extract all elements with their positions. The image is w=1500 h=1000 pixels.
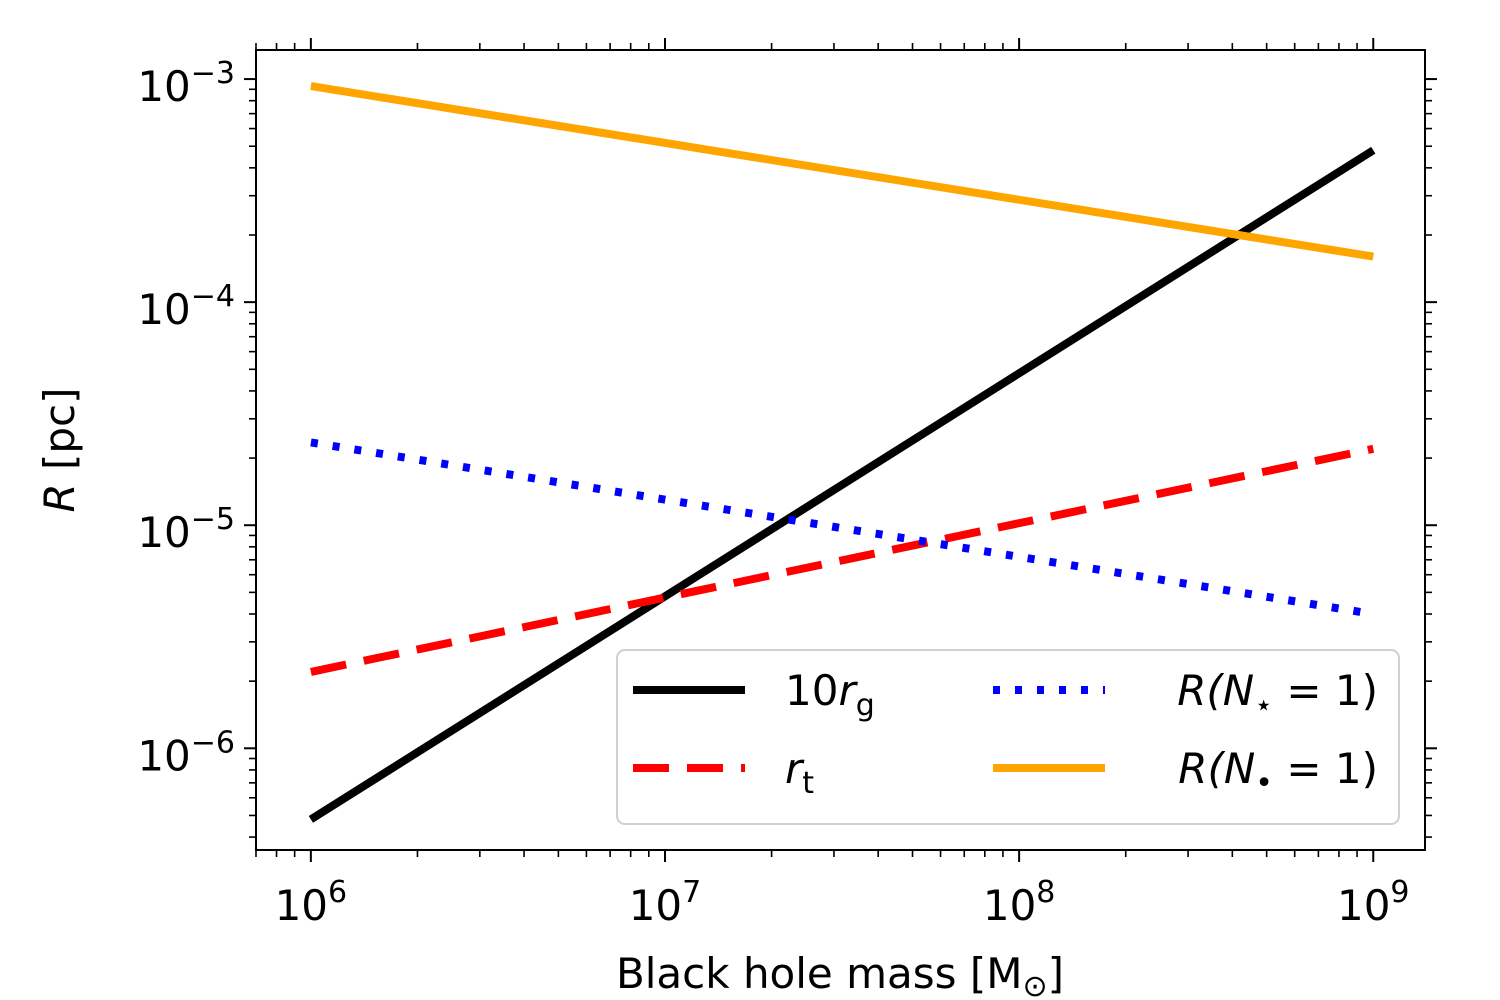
legend-box [616,649,1400,825]
legend-label-3: R(N• = 1) [1178,744,1378,801]
x-tick-labels: 106 107 108 109 [275,875,1410,930]
y-tick-labels: 10−6 10−5 10−4 10−3 [137,56,235,780]
x-tick-label-0: 106 [275,875,348,930]
x-axis-label-sub: ⊙ [1023,969,1048,1000]
series-line-0 [308,146,1376,823]
plot-frame [255,49,1426,851]
y-tick-label-1: 10−5 [137,502,235,557]
y-tick-label-0: 10−6 [137,725,235,780]
legend: 10rg​ rt​ R(N⋆ = 1) R(N• = 1) [616,649,1400,825]
x-axis-label-suffix: ] [1048,949,1064,998]
legend-label-0: 10rg​ [785,666,875,723]
series-line-2 [310,438,1374,618]
minor-ticks [249,43,1432,857]
y-tick-label-2: 10−4 [137,279,235,334]
y-axis-label: R [pc] [35,387,84,512]
x-tick-label-2: 108 [983,875,1056,930]
series-line-1 [310,444,1375,676]
legend-label-2: R(N⋆ = 1) [1177,666,1378,723]
series-layer [308,82,1376,823]
x-tick-label-3: 109 [1337,875,1410,930]
y-axis-label-var: R [35,483,84,512]
y-tick-label-3: 10−3 [137,56,235,111]
x-axis-label-prefix: Black hole mass [M [616,949,1023,998]
legend-label-1: rt​ [785,744,814,801]
y-axis-label-rest: [pc] [35,387,84,483]
x-tick-label-1: 107 [629,875,702,930]
major-ticks [244,38,1437,862]
series-line-3 [310,82,1374,261]
x-axis-label: Black hole mass [M⊙] [616,949,1064,1000]
